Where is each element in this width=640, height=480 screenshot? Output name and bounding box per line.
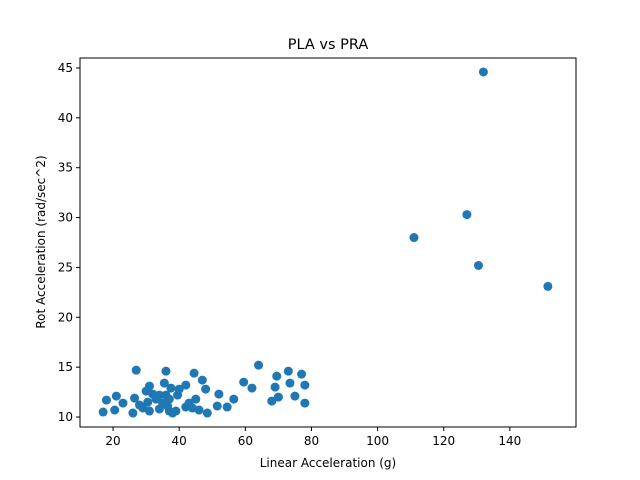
data-point	[159, 378, 169, 388]
data-point	[144, 406, 154, 416]
data-points	[98, 67, 553, 418]
data-point	[267, 396, 277, 406]
data-point	[239, 377, 249, 387]
data-point	[202, 408, 212, 418]
y-tick-label: 35	[58, 161, 73, 175]
data-point	[128, 408, 138, 418]
data-point	[110, 405, 120, 415]
data-point	[290, 391, 300, 401]
y-tick-label: 25	[58, 260, 73, 274]
y-tick-label: 30	[58, 211, 73, 225]
data-point	[409, 233, 419, 243]
y-tick-label: 40	[58, 111, 73, 125]
data-point	[300, 380, 310, 390]
data-point	[181, 380, 191, 390]
y-tick-label: 15	[58, 360, 73, 374]
data-point	[222, 402, 232, 412]
data-point	[161, 366, 171, 376]
data-point	[164, 394, 174, 404]
data-point	[171, 406, 181, 416]
data-point	[194, 405, 204, 415]
data-point	[300, 398, 310, 408]
y-tick-label: 10	[58, 410, 73, 424]
data-point	[270, 382, 280, 392]
data-point	[189, 368, 199, 378]
y-tick-label: 20	[58, 310, 73, 324]
x-tick-label: 100	[366, 434, 389, 448]
x-axis-label: Linear Acceleration (g)	[260, 456, 396, 470]
plot-frame	[79, 57, 577, 428]
data-point	[118, 398, 128, 408]
data-point	[201, 384, 211, 394]
data-point	[111, 391, 121, 401]
data-point	[166, 383, 176, 393]
data-point	[214, 389, 224, 399]
data-point	[144, 381, 154, 391]
data-point	[101, 395, 111, 405]
data-point	[143, 397, 153, 407]
x-tick-label: 60	[238, 434, 253, 448]
data-point	[285, 378, 295, 388]
data-point	[254, 360, 264, 370]
x-tick-label: 20	[105, 434, 120, 448]
data-point	[473, 260, 483, 270]
chart-title: PLA vs PRA	[288, 37, 369, 53]
x-axis-ticks: 20 40 60 80 100 120 140	[105, 427, 521, 448]
data-point	[197, 375, 207, 385]
x-tick-label: 120	[432, 434, 455, 448]
y-tick-label: 45	[58, 61, 73, 75]
data-point	[174, 384, 184, 394]
y-axis-label: Rot Acceleration (rad/sec^2)	[34, 155, 48, 328]
data-point	[478, 67, 488, 77]
data-point	[283, 366, 293, 376]
x-tick-label: 40	[172, 434, 187, 448]
data-point	[273, 392, 283, 402]
data-point	[154, 390, 164, 400]
data-point	[130, 393, 140, 403]
data-point	[272, 371, 282, 381]
data-point	[191, 394, 201, 404]
data-point	[229, 394, 239, 404]
data-point	[462, 210, 472, 220]
x-tick-label: 80	[304, 434, 319, 448]
x-tick-label: 140	[498, 434, 521, 448]
data-point	[543, 281, 553, 291]
data-point	[212, 401, 222, 411]
data-point	[131, 365, 141, 375]
data-point	[247, 383, 257, 393]
data-point	[98, 407, 108, 417]
data-point	[297, 369, 307, 379]
y-axis-ticks: 10 15 20 25 30 35 40 45	[58, 61, 80, 424]
